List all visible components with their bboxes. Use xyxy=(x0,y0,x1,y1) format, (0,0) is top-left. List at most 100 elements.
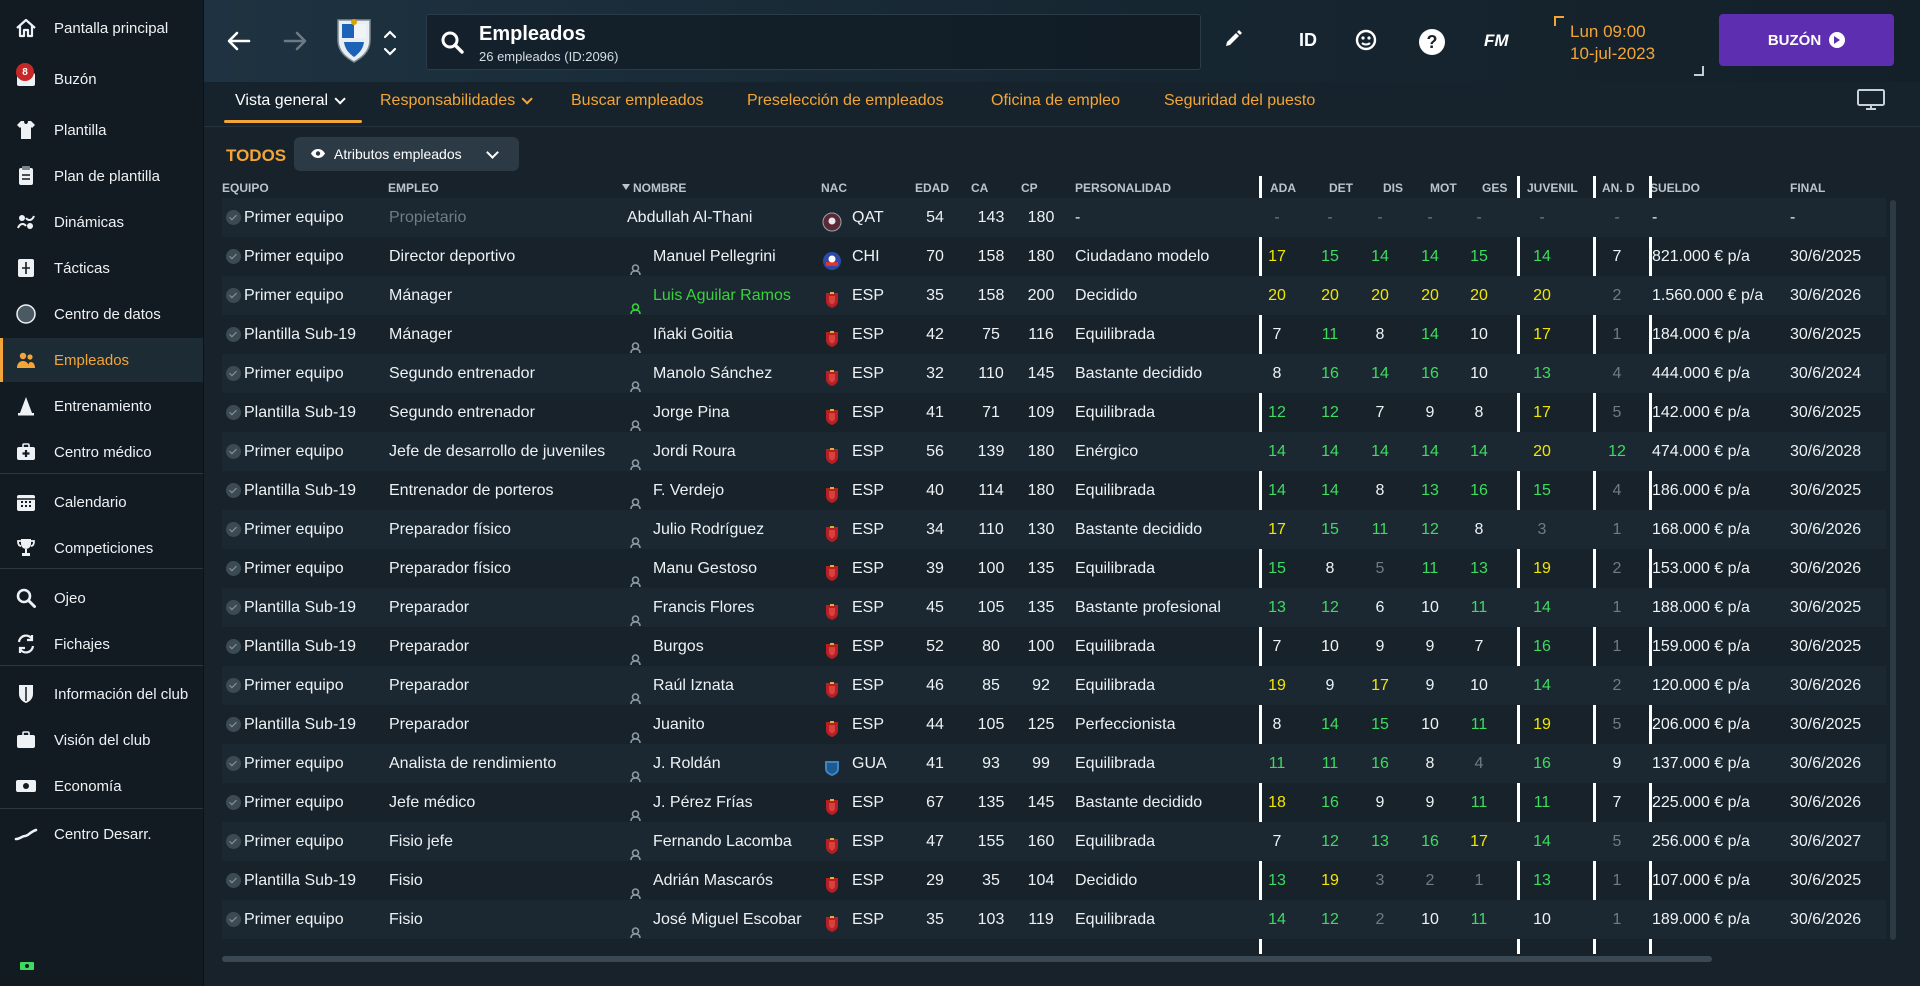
tab-vista-general[interactable]: Vista general xyxy=(235,92,346,110)
table-row[interactable]: Plantilla Sub-19 Entrenador de porteros F.… xyxy=(222,471,1886,510)
tab-oficina-de-empleo[interactable]: Oficina de empleo xyxy=(991,92,1120,110)
filter-all-label[interactable]: TODOS xyxy=(226,146,287,165)
table-row[interactable]: Plantilla Sub-19 Preparador Juanito ESP 44 10… xyxy=(222,705,1886,744)
table-row[interactable]: Primer equipo Fisio José Miguel Escobar ESP… xyxy=(222,900,1886,939)
col-juvenil-header[interactable]: JUVENIL xyxy=(1527,181,1578,195)
col-nombre-cell[interactable]: F. Verdejo xyxy=(627,471,724,510)
back-arrow-icon[interactable] xyxy=(224,26,254,56)
col-equipo-cell[interactable]: Primer equipo xyxy=(222,744,344,783)
page-title-box[interactable]: Empleados 26 empleados (ID:2096) xyxy=(426,14,1201,70)
sidebar-item-plan-de-plantilla[interactable]: Plan de plantilla xyxy=(0,154,203,198)
table-row[interactable]: Primer equipo Analista de rendimiento J. R… xyxy=(222,744,1886,783)
col-nombre-cell[interactable]: Luis Aguilar Ramos xyxy=(627,276,791,315)
row-check-icon[interactable] xyxy=(226,249,241,264)
sidebar-item-t-cticas[interactable]: Tácticas xyxy=(0,246,203,290)
row-check-icon[interactable] xyxy=(226,639,241,654)
sidebar-item-centro-de-datos[interactable]: Centro de datos xyxy=(0,292,203,336)
col-equipo-cell[interactable]: Plantilla Sub-19 xyxy=(222,627,356,666)
row-check-icon[interactable] xyxy=(226,873,241,888)
row-check-icon[interactable] xyxy=(226,561,241,576)
sidebar-item-pantalla-principal[interactable]: Pantalla principal xyxy=(0,6,203,50)
col-equipo-cell[interactable]: Primer equipo xyxy=(222,276,344,315)
col-equipo-cell[interactable]: Plantilla Sub-19 xyxy=(222,861,356,900)
sidebar-item-buz-n[interactable]: 8 Buzón xyxy=(0,57,203,101)
row-check-icon[interactable] xyxy=(226,327,241,342)
col-nombre-cell[interactable]: Manuel Pellegrini xyxy=(627,237,776,276)
col-equipo-cell[interactable]: Primer equipo xyxy=(222,822,344,861)
tab-responsabilidades[interactable]: Responsabilidades xyxy=(380,92,533,110)
table-row[interactable]: Plantilla Sub-19 Fisio Adrián Mascarós ESP 2… xyxy=(222,861,1886,900)
col-dis-header[interactable]: DIS xyxy=(1383,181,1404,195)
staff-attributes-dropdown[interactable]: Atributos empleados xyxy=(294,137,519,171)
col-equipo-cell[interactable]: Primer equipo xyxy=(222,510,344,549)
col-edad-header[interactable]: EDAD xyxy=(915,181,950,195)
club-switch-chevrons-icon[interactable] xyxy=(382,26,398,60)
table-row[interactable]: Primer equipo Preparador físico Julio Rodr… xyxy=(222,510,1886,549)
col-nombre-cell[interactable]: Francis Flores xyxy=(627,588,754,627)
row-check-icon[interactable] xyxy=(226,600,241,615)
col-equipo-cell[interactable]: Plantilla Sub-19 xyxy=(222,393,356,432)
face-profile-icon[interactable] xyxy=(1354,28,1378,52)
search-icon[interactable] xyxy=(439,29,465,55)
row-check-icon[interactable] xyxy=(226,405,241,420)
col-nombre-cell[interactable]: Jordi Roura xyxy=(627,432,736,471)
col-mot-header[interactable]: MOT xyxy=(1430,181,1457,195)
row-check-icon[interactable] xyxy=(226,444,241,459)
vertical-scrollbar[interactable] xyxy=(1890,200,1896,940)
col-equipo-cell[interactable]: Primer equipo xyxy=(222,198,344,237)
col-equipo-cell[interactable]: Primer equipo xyxy=(222,666,344,705)
col-nombre-cell[interactable]: Julio Rodríguez xyxy=(627,510,764,549)
sidebar-item-plantilla[interactable]: Plantilla xyxy=(0,108,203,152)
pencil-icon[interactable] xyxy=(1222,28,1244,50)
sidebar-footer-cash-icon[interactable] xyxy=(20,958,34,970)
col-nombre-cell[interactable]: Burgos xyxy=(627,627,704,666)
sidebar-item-entrenamiento[interactable]: Entrenamiento xyxy=(0,384,203,428)
table-row[interactable]: Plantilla Sub-19 Preparador Burgos ESP 52 80 1… xyxy=(222,627,1886,666)
club-crest-icon[interactable] xyxy=(334,16,374,64)
col-personalidad-header[interactable]: PERSONALIDAD xyxy=(1075,181,1172,195)
sidebar-item-centro-m-dico[interactable]: Centro médico xyxy=(0,430,203,474)
inbox-continue-button[interactable]: BUZÓN xyxy=(1719,14,1894,66)
sidebar-item-fichajes[interactable]: Fichajes xyxy=(0,622,203,666)
table-row[interactable]: Primer equipo Propietario Abdullah Al-Than… xyxy=(222,198,1886,237)
col-nombre-cell[interactable]: Raúl Iznata xyxy=(627,666,734,705)
col-equipo-cell[interactable]: Plantilla Sub-19 xyxy=(222,705,356,744)
tab-preselecci-n-de-empleados[interactable]: Preselección de empleados xyxy=(747,92,944,110)
col-det-header[interactable]: DET xyxy=(1329,181,1353,195)
col-equipo-cell[interactable]: Primer equipo xyxy=(222,549,344,588)
col-nombre-cell[interactable]: Jorge Pina xyxy=(627,393,730,432)
game-date[interactable]: Lun 09:00 10-jul-2023 xyxy=(1550,16,1704,76)
col-sueldo-header[interactable]: SUELDO xyxy=(1650,181,1701,195)
col-nombre-cell[interactable]: Abdullah Al-Thani xyxy=(627,198,752,237)
col-nombre-cell[interactable]: Juanito xyxy=(627,705,705,744)
col-nombre-cell[interactable]: Manu Gestoso xyxy=(627,549,757,588)
col-nombre-header[interactable]: NOMBRE xyxy=(622,181,686,195)
col-nombre-cell[interactable]: Manolo Sánchez xyxy=(627,354,772,393)
table-row[interactable]: Primer equipo Fisio jefe Fernando Lacomba E… xyxy=(222,822,1886,861)
col-nombre-cell[interactable]: J. Pérez Frías xyxy=(627,783,753,822)
sidebar-item-informaci-n-del-club[interactable]: Información del club xyxy=(0,672,203,716)
sidebar-item-calendario[interactable]: Calendario xyxy=(0,480,203,524)
col-nombre-cell[interactable]: José Miguel Escobar xyxy=(627,900,802,939)
sidebar-item-econom-a[interactable]: Economía xyxy=(0,764,203,808)
col-nombre-cell[interactable]: Iñaki Goitia xyxy=(627,315,733,354)
sidebar-item-din-micas[interactable]: Dinámicas xyxy=(0,200,203,244)
col-nac-header[interactable]: NAC xyxy=(821,181,847,195)
tab-buscar-empleados[interactable]: Buscar empleados xyxy=(571,92,704,110)
col-nombre-cell[interactable]: Fernando Lacomba xyxy=(627,822,792,861)
table-row[interactable]: Plantilla Sub-19 Preparador Francis Flores… xyxy=(222,588,1886,627)
help-question-icon[interactable]: ? xyxy=(1418,28,1446,56)
row-check-icon[interactable] xyxy=(226,288,241,303)
table-row[interactable]: Primer equipo Jefe médico J. Pérez Frías ES… xyxy=(222,783,1886,822)
col-ca-header[interactable]: CA xyxy=(971,181,989,195)
row-check-icon[interactable] xyxy=(226,366,241,381)
col-ges-header[interactable]: GES xyxy=(1482,181,1508,195)
col-equipo-cell[interactable]: Primer equipo xyxy=(222,237,344,276)
table-row[interactable]: Plantilla Sub-19 Mánager Iñaki Goitia ESP 42… xyxy=(222,315,1886,354)
table-row[interactable]: Primer equipo Director deportivo Manuel Pe… xyxy=(222,237,1886,276)
row-check-icon[interactable] xyxy=(226,483,241,498)
row-check-icon[interactable] xyxy=(226,522,241,537)
row-check-icon[interactable] xyxy=(226,834,241,849)
col-equipo-cell[interactable]: Primer equipo xyxy=(222,432,344,471)
row-check-icon[interactable] xyxy=(226,678,241,693)
